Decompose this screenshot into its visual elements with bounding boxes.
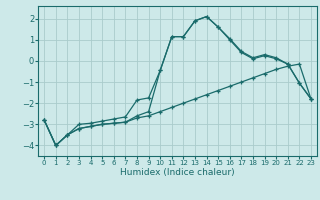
X-axis label: Humidex (Indice chaleur): Humidex (Indice chaleur) (120, 168, 235, 177)
